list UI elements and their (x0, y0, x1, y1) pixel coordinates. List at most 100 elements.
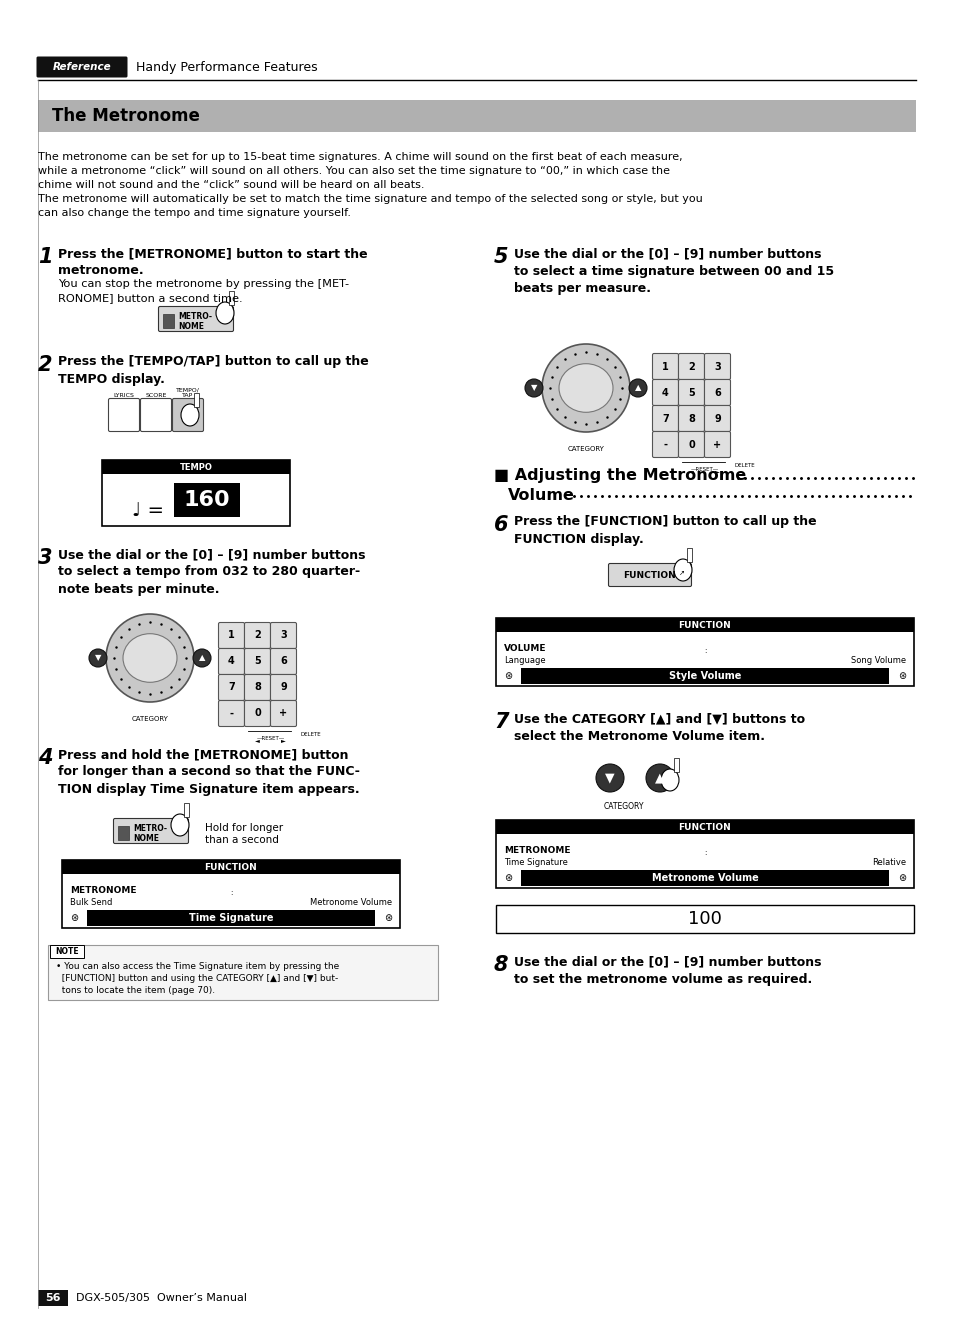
Bar (62, 861, 399, 928)
Text: VOLUME: VOLUME (503, 645, 546, 652)
FancyBboxPatch shape (703, 380, 730, 406)
Text: You can stop the metronome by pressing the [MET-
RONOME] button a second time.: You can stop the metronome by pressing t… (58, 279, 349, 303)
FancyBboxPatch shape (113, 818, 189, 844)
Text: Use the dial or the [0] – [9] number buttons
to set the metronome volume as requ: Use the dial or the [0] – [9] number but… (514, 956, 821, 986)
Text: 0: 0 (253, 709, 260, 718)
Text: ▼: ▼ (94, 654, 101, 663)
Text: 5: 5 (253, 656, 260, 667)
Text: METRO-
NOME: METRO- NOME (132, 824, 167, 844)
Text: 7: 7 (661, 414, 668, 423)
Text: +: + (279, 709, 287, 718)
FancyBboxPatch shape (652, 353, 678, 380)
Circle shape (628, 380, 646, 397)
Text: Relative: Relative (871, 858, 905, 867)
Text: 100: 100 (687, 909, 721, 928)
Ellipse shape (558, 364, 613, 413)
Text: 7: 7 (494, 712, 508, 731)
Text: :: : (703, 850, 705, 855)
FancyBboxPatch shape (652, 431, 678, 457)
Ellipse shape (215, 302, 233, 324)
Text: 9: 9 (714, 414, 720, 423)
Text: FUNCTION: FUNCTION (678, 822, 731, 832)
Text: NOTE: NOTE (55, 948, 79, 956)
Text: CATEGORY: CATEGORY (132, 716, 169, 722)
Text: Hold for longer
than a second: Hold for longer than a second (205, 822, 283, 845)
FancyBboxPatch shape (652, 380, 678, 406)
Text: 4: 4 (228, 656, 234, 667)
Text: Reference: Reference (52, 62, 112, 72)
Text: Use the dial or the [0] – [9] number buttons
to select a time signature between : Use the dial or the [0] – [9] number but… (514, 246, 833, 295)
Bar (38, 1290, 68, 1306)
Bar (102, 460, 290, 474)
FancyBboxPatch shape (172, 398, 203, 431)
Text: ▲: ▲ (634, 384, 640, 393)
Bar (520, 668, 888, 684)
Text: 1: 1 (228, 630, 234, 641)
Text: Press the [METRONOME] button to start the
metronome.: Press the [METRONOME] button to start th… (58, 246, 367, 278)
Text: [FUNCTION] button and using the CATEGORY [▲] and [▼] but-: [FUNCTION] button and using the CATEGORY… (56, 974, 338, 983)
Text: ⊛: ⊛ (897, 873, 905, 883)
Text: 5: 5 (494, 246, 508, 268)
Text: 9: 9 (280, 683, 287, 692)
Text: 5: 5 (687, 387, 694, 398)
Text: ►: ► (281, 738, 286, 743)
FancyBboxPatch shape (678, 431, 703, 457)
Bar (38, 100, 915, 132)
FancyBboxPatch shape (678, 353, 703, 380)
Text: can also change the tempo and time signature yourself.: can also change the tempo and time signa… (38, 208, 351, 217)
Bar (184, 803, 189, 817)
Bar (496, 618, 913, 685)
Circle shape (106, 614, 193, 702)
Bar (87, 909, 375, 927)
Text: CATEGORY: CATEGORY (567, 445, 604, 452)
Text: 0: 0 (687, 439, 694, 449)
Text: 2: 2 (253, 630, 260, 641)
Text: +: + (713, 439, 720, 449)
Text: Time Signature: Time Signature (189, 913, 273, 923)
FancyBboxPatch shape (678, 406, 703, 431)
Circle shape (524, 380, 542, 397)
FancyBboxPatch shape (678, 380, 703, 406)
Text: SCORE: SCORE (145, 393, 167, 398)
Text: ▲: ▲ (655, 771, 664, 784)
Text: The metronome will automatically be set to match the time signature and tempo of: The metronome will automatically be set … (38, 194, 702, 204)
FancyBboxPatch shape (271, 648, 296, 675)
Bar (496, 820, 913, 834)
Text: ■ Adjusting the Metronome: ■ Adjusting the Metronome (494, 468, 745, 482)
Text: ↗: ↗ (679, 569, 684, 576)
Text: Press the [FUNCTION] button to call up the
FUNCTION display.: Press the [FUNCTION] button to call up t… (514, 515, 816, 546)
FancyBboxPatch shape (703, 431, 730, 457)
FancyBboxPatch shape (36, 57, 128, 78)
Ellipse shape (181, 405, 199, 426)
Text: FUNCTION: FUNCTION (623, 571, 676, 580)
Text: chime will not sound and the “click” sound will be heard on all beats.: chime will not sound and the “click” sou… (38, 181, 424, 190)
FancyBboxPatch shape (109, 398, 139, 431)
Bar (520, 870, 888, 886)
Text: 6: 6 (280, 656, 287, 667)
Text: ⊛: ⊛ (383, 913, 392, 923)
Circle shape (193, 648, 211, 667)
FancyBboxPatch shape (271, 622, 296, 648)
FancyBboxPatch shape (218, 648, 244, 675)
FancyBboxPatch shape (271, 700, 296, 726)
Text: TEMPO: TEMPO (179, 463, 213, 472)
Text: 1: 1 (661, 361, 668, 372)
Text: Metronome Volume: Metronome Volume (310, 898, 392, 907)
Ellipse shape (673, 559, 691, 581)
Circle shape (541, 344, 629, 432)
Text: —RESET—: —RESET— (256, 735, 284, 741)
Text: The metronome can be set for up to 15-beat time signatures. A chime will sound o: The metronome can be set for up to 15-be… (38, 152, 682, 162)
Text: Song Volume: Song Volume (850, 656, 905, 666)
Text: TEMPO/
TAP: TEMPO/ TAP (176, 387, 200, 398)
FancyBboxPatch shape (158, 307, 233, 332)
Text: Bulk Send: Bulk Send (70, 898, 112, 907)
Text: 3: 3 (38, 548, 52, 568)
Circle shape (596, 764, 623, 792)
Ellipse shape (660, 768, 679, 791)
Text: Press the [TEMPO/TAP] button to call up the
TEMPO display.: Press the [TEMPO/TAP] button to call up … (58, 355, 369, 385)
Text: ⊛: ⊛ (503, 671, 512, 681)
Bar (673, 758, 679, 772)
Text: Use the dial or the [0] – [9] number buttons
to select a tempo from 032 to 280 q: Use the dial or the [0] – [9] number but… (58, 548, 365, 596)
Text: 4: 4 (38, 749, 52, 768)
Text: 6: 6 (714, 387, 720, 398)
